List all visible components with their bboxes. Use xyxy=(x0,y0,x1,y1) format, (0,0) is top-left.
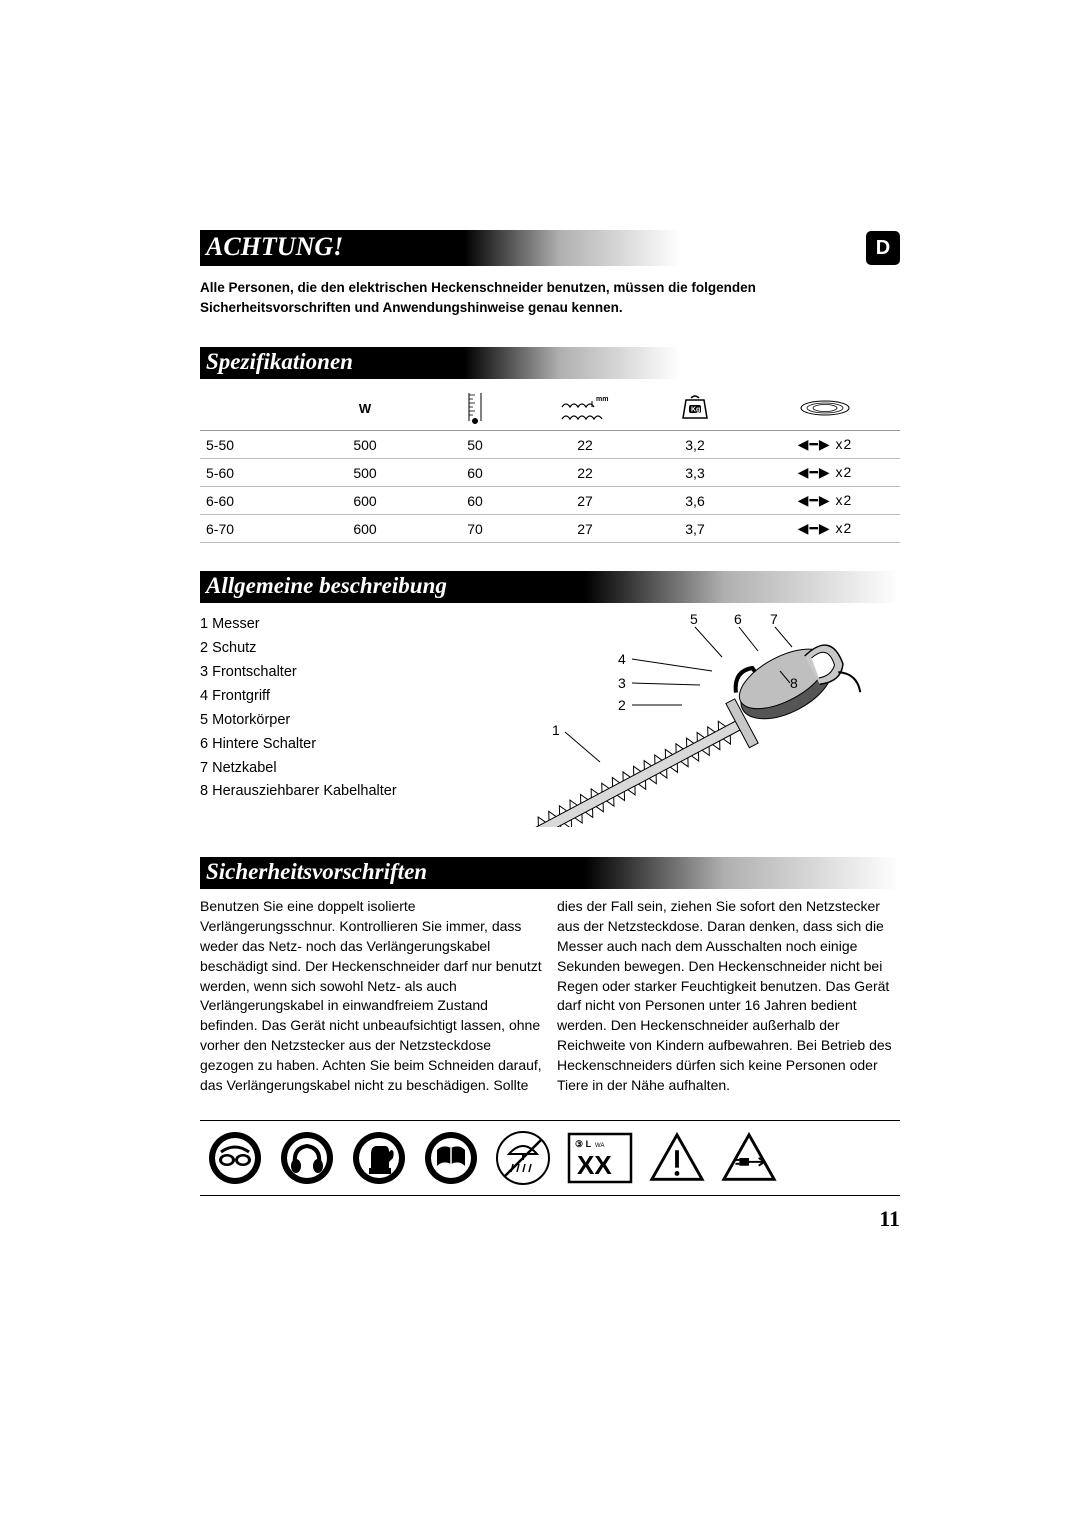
list-item: 6 Hintere Schalter xyxy=(200,733,480,757)
callout: 5 xyxy=(690,611,698,627)
warning-text: Alle Personen, die den elektrischen Heck… xyxy=(200,278,900,319)
trimmer-diagram: 1 2 3 4 5 6 7 8 xyxy=(490,607,900,827)
title-beschreibung: Allgemeine beschreibung xyxy=(200,571,900,603)
callout: 8 xyxy=(790,675,798,691)
manual-page: ACHTUNG! D Alle Personen, die den elektr… xyxy=(200,230,900,1232)
callout: 1 xyxy=(552,722,560,738)
list-item: 7 Netzkabel xyxy=(200,757,480,781)
table-row: 5-50 500 50 22 3,2 ◀━▶ x2 xyxy=(200,431,900,459)
spec-tbody: 5-50 500 50 22 3,2 ◀━▶ x2 5-60 500 60 22… xyxy=(200,431,900,543)
gloves-icon xyxy=(350,1129,408,1187)
svg-text:WA: WA xyxy=(595,1143,604,1149)
safety-col-left: Benutzen Sie eine doppelt isolierte Verl… xyxy=(200,897,543,1096)
sound-level-icon: ③ L WA XX xyxy=(566,1129,634,1187)
parts-list: 1 Messer 2 Schutz 3 Frontschalter 4 Fron… xyxy=(200,607,480,827)
list-item: 1 Messer xyxy=(200,613,480,637)
language-badge: D xyxy=(866,231,900,265)
goggles-icon xyxy=(206,1129,264,1187)
description-section: 1 Messer 2 Schutz 3 Frontschalter 4 Fron… xyxy=(200,607,900,827)
spec-header-row: W mm xyxy=(200,387,900,431)
callout: 7 xyxy=(770,611,778,627)
callout: 4 xyxy=(618,651,626,667)
callout: 6 xyxy=(734,611,742,627)
title-sicherheit: Sicherheitsvorschriften xyxy=(200,857,900,889)
unplug-icon xyxy=(720,1129,778,1187)
callout: 2 xyxy=(618,697,626,713)
table-row: 6-60 600 60 27 3,6 ◀━▶ x2 xyxy=(200,487,900,515)
col-kg-icon: Kg xyxy=(640,387,750,431)
col-cable-icon xyxy=(750,387,900,431)
lwa-label: ③ L xyxy=(575,1139,592,1149)
list-item: 2 Schutz xyxy=(200,637,480,661)
svg-text:mm: mm xyxy=(596,396,608,403)
callout: 3 xyxy=(618,675,626,691)
warning-triangle-icon xyxy=(648,1129,706,1187)
sound-xx: XX xyxy=(577,1150,612,1180)
title-spezifikationen: Spezifikationen xyxy=(200,347,680,379)
table-row: 6-70 600 70 27 3,7 ◀━▶ x2 xyxy=(200,515,900,543)
ear-protection-icon xyxy=(278,1129,336,1187)
safety-icon-strip: ③ L WA XX xyxy=(200,1120,900,1196)
col-watt: W xyxy=(310,387,420,431)
list-item: 3 Frontschalter xyxy=(200,661,480,685)
spec-table: W mm xyxy=(200,387,900,544)
col-length-icon xyxy=(420,387,530,431)
no-rain-icon xyxy=(494,1129,552,1187)
safety-columns: Benutzen Sie eine doppelt isolierte Verl… xyxy=(200,897,900,1096)
header-row: ACHTUNG! D xyxy=(200,230,900,266)
col-mm-icon: mm xyxy=(530,387,640,431)
page-number: 11 xyxy=(200,1206,900,1232)
list-item: 8 Herausziehbarer Kabelhalter xyxy=(200,780,480,804)
read-manual-icon xyxy=(422,1129,480,1187)
list-item: 5 Motorkörper xyxy=(200,709,480,733)
svg-text:Kg: Kg xyxy=(691,407,700,414)
safety-col-right: dies der Fall sein, ziehen Sie sofort de… xyxy=(557,897,900,1096)
list-item: 4 Frontgriff xyxy=(200,685,480,709)
table-row: 5-60 500 60 22 3,3 ◀━▶ x2 xyxy=(200,459,900,487)
title-achtung: ACHTUNG! xyxy=(200,230,680,266)
